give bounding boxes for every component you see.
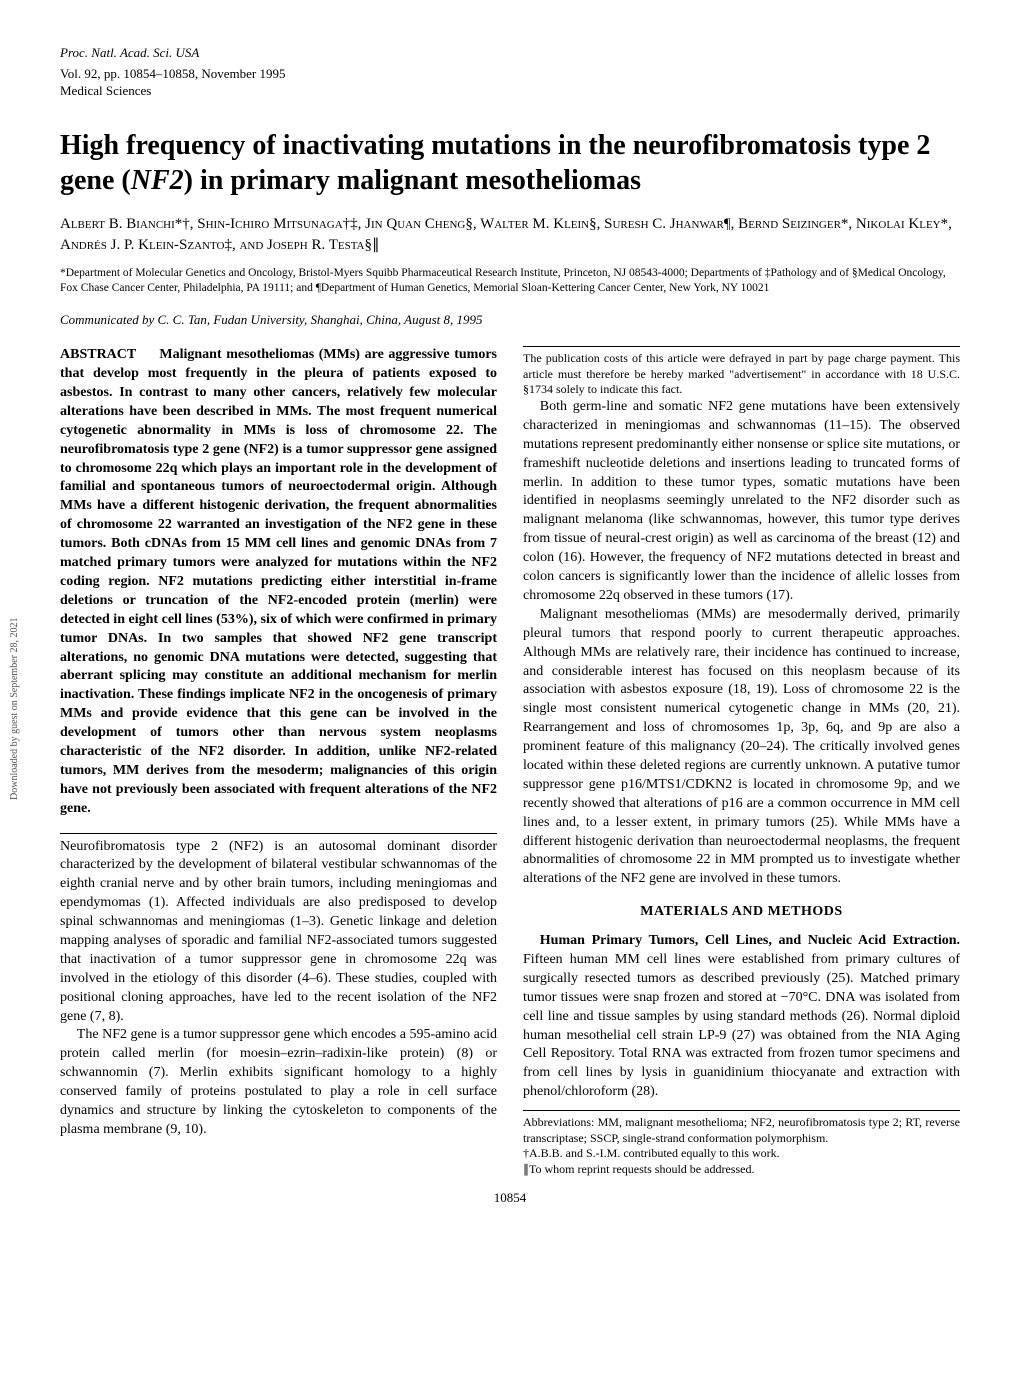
article-title: High frequency of inactivating mutations… — [60, 128, 960, 198]
abstract-body: Malignant mesotheliomas (MMs) are aggres… — [60, 347, 497, 815]
abstract: ABSTRACT Malignant mesotheliomas (MMs) a… — [60, 346, 497, 818]
volume-line: Vol. 92, pp. 10854–10858, November 1995 — [60, 66, 960, 83]
affiliations: *Department of Molecular Genetics and On… — [60, 266, 960, 297]
right-footnote-block: Abbreviations: MM, malignant mesotheliom… — [523, 1110, 960, 1177]
page-number: 10854 — [60, 1189, 960, 1207]
intro-p4: Malignant mesotheliomas (MMs) are mesode… — [523, 606, 960, 889]
left-footnote: The publication costs of this article we… — [523, 351, 960, 398]
download-watermark: Downloaded by guest on September 28, 202… — [8, 618, 22, 800]
intro-p3: Both germ-line and somatic NF2 gene muta… — [523, 398, 960, 606]
abstract-divider — [60, 833, 497, 834]
title-gene: NF2 — [131, 165, 184, 196]
intro-p1: Neurofibromatosis type 2 (NF2) is an aut… — [60, 838, 497, 1027]
authors-line: Albert B. Bianchi*†, Shin-Ichiro Mitsuna… — [60, 214, 960, 256]
methods-p1-body: Fifteen human MM cell lines were establi… — [523, 952, 960, 1099]
intro-p2: The NF2 gene is a tumor suppressor gene … — [60, 1026, 497, 1139]
journal-header: Proc. Natl. Acad. Sci. USA Vol. 92, pp. … — [60, 45, 960, 100]
title-post: ) in primary malignant mesotheliomas — [184, 165, 641, 196]
article-body: ABSTRACT Malignant mesotheliomas (MMs) a… — [60, 346, 960, 1177]
methods-header: MATERIALS AND METHODS — [523, 903, 960, 922]
abbreviations-footnote: Abbreviations: MM, malignant mesotheliom… — [523, 1115, 960, 1146]
methods-p1-head: Human Primary Tumors, Cell Lines, and Nu… — [540, 933, 960, 948]
left-footnote-rule — [523, 346, 960, 347]
section-line: Medical Sciences — [60, 83, 960, 100]
equal-contrib-footnote: †A.B.B. and S.-I.M. contributed equally … — [523, 1146, 960, 1162]
abstract-label: ABSTRACT — [60, 347, 136, 362]
left-footnote-block: The publication costs of this article we… — [523, 346, 960, 398]
communicated-by: Communicated by C. C. Tan, Fudan Univers… — [60, 311, 960, 329]
right-footnote-rule — [523, 1110, 960, 1111]
journal-name: Proc. Natl. Acad. Sci. USA — [60, 45, 960, 62]
reprint-footnote: ∥To whom reprint requests should be addr… — [523, 1162, 960, 1178]
methods-p1: Human Primary Tumors, Cell Lines, and Nu… — [523, 932, 960, 1102]
